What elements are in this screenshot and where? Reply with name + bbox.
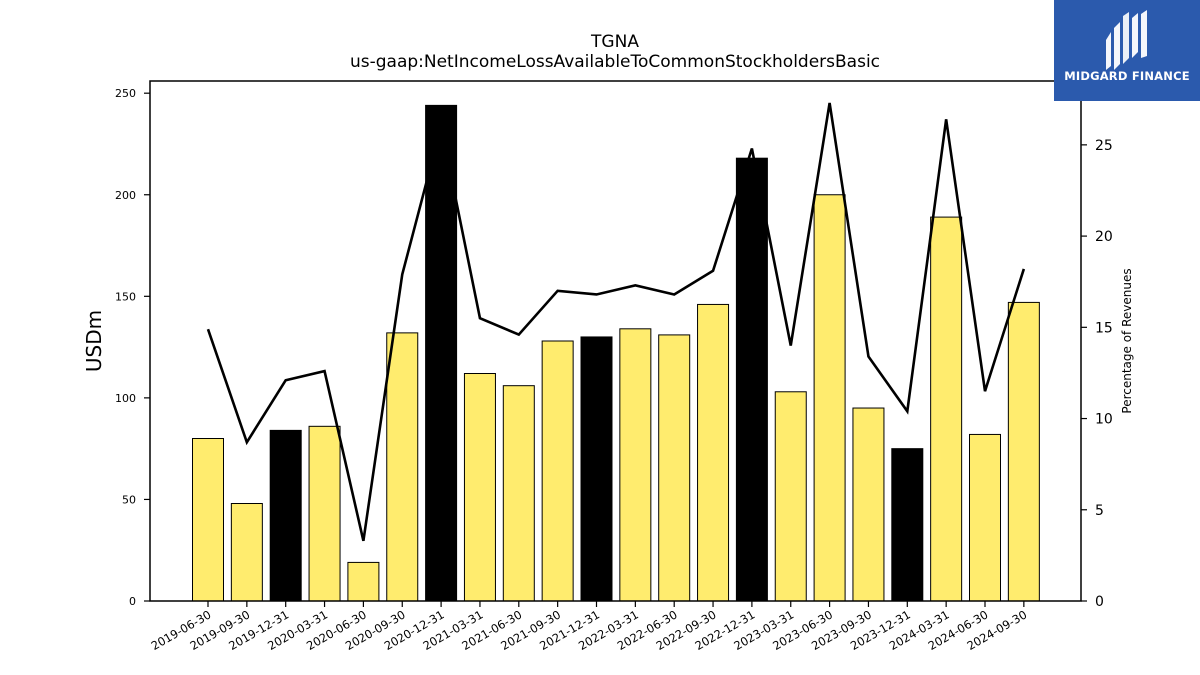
pct-revenue-line (206, 102, 1026, 542)
bar (774, 391, 807, 602)
y-tick-label: 250 (115, 87, 136, 100)
y-axis-label: USDm (82, 310, 106, 372)
bar (308, 425, 341, 602)
bar (930, 216, 963, 602)
bar (619, 328, 652, 602)
logo-text: MIDGARD FINANCE (1064, 69, 1190, 83)
bar (813, 194, 846, 602)
bar (347, 561, 380, 602)
bar (386, 332, 419, 602)
y2-tick-label: 0 (1095, 594, 1104, 610)
bar (425, 104, 458, 602)
y2-tick-label: 15 (1095, 320, 1113, 336)
y2-tick-label: 10 (1095, 412, 1113, 428)
y-tick-label: 150 (115, 290, 136, 303)
y2-tick-label: 5 (1095, 503, 1104, 519)
y-tick-label: 50 (122, 493, 136, 506)
chart-title: TGNA (591, 32, 639, 52)
bar (735, 157, 768, 602)
plot-frame (149, 80, 1082, 602)
bar (1007, 301, 1040, 602)
bar (852, 407, 885, 602)
bar (269, 429, 302, 602)
bar (969, 433, 1001, 602)
bar (891, 448, 924, 602)
y-tick-label: 100 (115, 392, 136, 405)
bar (230, 503, 263, 602)
y2-tick-label: 20 (1095, 229, 1113, 245)
y2-tick-label: 25 (1095, 138, 1113, 154)
bar (658, 334, 691, 602)
bar (192, 438, 224, 602)
y-tick-label: 200 (115, 189, 136, 202)
bar (502, 385, 535, 602)
bar (580, 336, 613, 602)
bar (697, 303, 730, 602)
bar (463, 373, 496, 602)
midgard-logo-mark-icon (1106, 10, 1147, 70)
midgard-finance-logo: MIDGARD FINANCE (1054, 0, 1200, 101)
y-tick-label: 0 (129, 595, 136, 608)
chart-subtitle: us-gaap:NetIncomeLossAvailableToCommonSt… (349, 52, 881, 72)
y2-axis-label: Percentage of Revenues (1120, 268, 1134, 413)
bar (541, 340, 574, 602)
